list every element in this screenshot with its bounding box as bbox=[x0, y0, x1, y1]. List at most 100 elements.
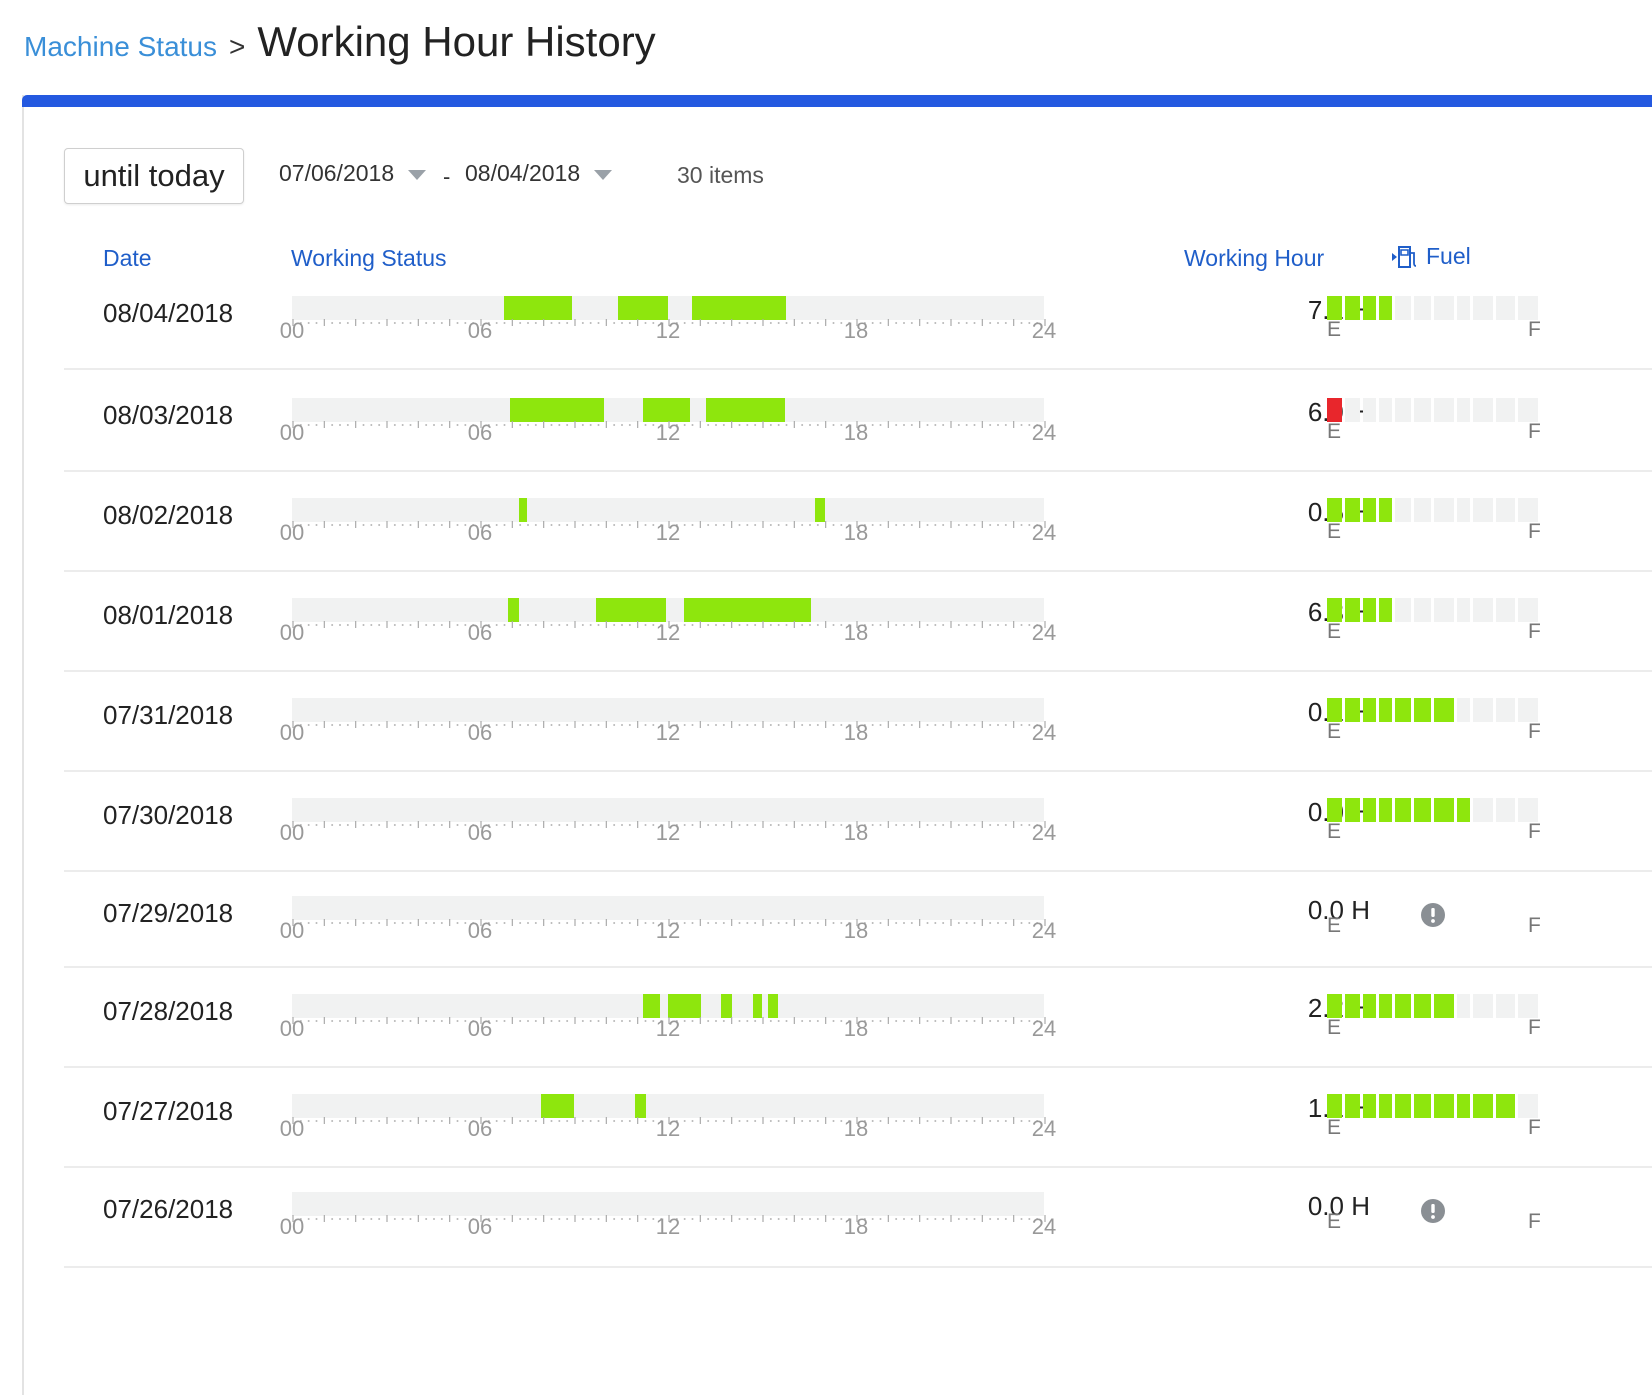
minor-tick bbox=[487, 1120, 490, 1122]
timeline-hour-label: 00 bbox=[279, 1016, 305, 1041]
timeline-axis bbox=[292, 520, 1046, 530]
minor-tick bbox=[495, 724, 498, 726]
fuel-gauge-segment bbox=[1378, 798, 1392, 822]
minor-tick bbox=[997, 922, 999, 924]
working-status-timeline bbox=[292, 398, 1044, 422]
minor-tick bbox=[581, 1120, 584, 1122]
column-header-fuel[interactable]: Fuel bbox=[1390, 243, 1471, 270]
timeline-axis bbox=[292, 420, 1046, 430]
minor-tick bbox=[660, 724, 663, 726]
minor-tick bbox=[370, 424, 373, 426]
minor-tick bbox=[840, 1120, 843, 1122]
minor-tick bbox=[722, 824, 725, 826]
minor-tick bbox=[495, 424, 498, 426]
minor-tick bbox=[660, 1020, 663, 1022]
minor-tick bbox=[879, 624, 882, 626]
fuel-gauge-segment bbox=[1327, 1094, 1342, 1118]
minor-tick bbox=[934, 1120, 937, 1122]
minor-tick bbox=[1028, 424, 1031, 426]
minor-tick bbox=[910, 322, 913, 324]
minor-tick bbox=[1020, 424, 1023, 426]
minor-tick bbox=[777, 322, 780, 324]
minor-tick bbox=[339, 322, 341, 324]
minor-tick bbox=[715, 1020, 717, 1022]
minor-tick bbox=[926, 724, 929, 726]
minor-tick bbox=[863, 524, 866, 526]
fuel-gauge-segment bbox=[1414, 1094, 1431, 1118]
minor-tick bbox=[558, 922, 561, 924]
minor-tick bbox=[722, 524, 725, 526]
minor-tick bbox=[942, 1020, 945, 1022]
column-header-working-hour[interactable]: Working Hour bbox=[1184, 245, 1325, 271]
minor-tick bbox=[926, 424, 929, 426]
minor-tick bbox=[370, 1120, 373, 1122]
minor-tick bbox=[472, 322, 475, 324]
minor-tick bbox=[910, 624, 913, 626]
minor-tick bbox=[848, 1120, 851, 1122]
minor-tick bbox=[965, 624, 968, 626]
breadcrumb-machine-status-link[interactable]: Machine Status bbox=[24, 31, 217, 62]
timeline-hour-label: 00 bbox=[279, 720, 305, 745]
fuel-gauge-segment bbox=[1362, 296, 1376, 320]
column-header-working-status[interactable]: Working Status bbox=[291, 245, 447, 271]
minor-tick bbox=[644, 724, 647, 726]
minor-tick bbox=[832, 724, 835, 726]
minor-tick bbox=[715, 424, 717, 426]
minor-tick bbox=[440, 1120, 443, 1122]
minor-tick bbox=[331, 1120, 334, 1122]
until-today-button[interactable]: until today bbox=[64, 148, 244, 204]
end-date-select[interactable]: 08/04/2018 bbox=[465, 160, 613, 187]
column-header-date[interactable]: Date bbox=[103, 245, 152, 271]
minor-tick bbox=[903, 1218, 905, 1220]
minor-tick bbox=[754, 922, 757, 924]
minor-tick bbox=[456, 524, 459, 526]
minor-tick bbox=[973, 1218, 976, 1220]
minor-tick bbox=[566, 322, 569, 324]
minor-tick bbox=[903, 724, 905, 726]
minor-tick bbox=[965, 1020, 968, 1022]
minor-tick bbox=[409, 824, 412, 826]
row-date: 08/03/2018 bbox=[103, 400, 234, 430]
minor-tick bbox=[527, 1218, 529, 1220]
minor-tick bbox=[425, 724, 428, 726]
minor-tick bbox=[621, 824, 623, 826]
timeline-ticks bbox=[292, 721, 1046, 728]
minor-tick bbox=[754, 624, 757, 626]
minor-tick bbox=[1020, 322, 1023, 324]
fuel-gauge-segment bbox=[1394, 398, 1412, 422]
minor-tick bbox=[691, 724, 694, 726]
fuel-gauge-segment bbox=[1495, 798, 1516, 822]
fuel-full-label: F bbox=[1528, 420, 1541, 443]
start-date-select[interactable]: 07/06/2018 bbox=[279, 160, 427, 187]
minor-tick bbox=[801, 824, 804, 826]
minor-tick bbox=[393, 1120, 396, 1122]
minor-tick bbox=[801, 322, 804, 324]
fuel-gauge-segment bbox=[1414, 498, 1431, 522]
minor-tick bbox=[307, 624, 310, 626]
minor-tick bbox=[754, 724, 757, 726]
minor-tick bbox=[581, 322, 584, 324]
minor-tick bbox=[581, 824, 584, 826]
minor-tick bbox=[942, 922, 945, 924]
minor-tick bbox=[307, 824, 310, 826]
minor-tick bbox=[879, 424, 882, 426]
minor-tick bbox=[691, 424, 694, 426]
minor-tick bbox=[495, 1218, 498, 1220]
minor-tick bbox=[840, 922, 843, 924]
fuel-gauge-segment bbox=[1518, 1094, 1538, 1118]
minor-tick bbox=[425, 824, 428, 826]
minor-tick bbox=[401, 1218, 404, 1220]
minor-tick bbox=[926, 624, 929, 626]
minor-tick bbox=[738, 922, 741, 924]
minor-tick bbox=[433, 424, 435, 426]
minor-tick bbox=[707, 424, 710, 426]
minor-tick bbox=[589, 824, 592, 826]
minor-tick bbox=[785, 1020, 788, 1022]
minor-tick bbox=[621, 524, 623, 526]
minor-tick bbox=[801, 624, 804, 626]
timeline-hour-label: 00 bbox=[279, 918, 305, 943]
minor-tick bbox=[456, 724, 459, 726]
minor-tick bbox=[777, 824, 780, 826]
